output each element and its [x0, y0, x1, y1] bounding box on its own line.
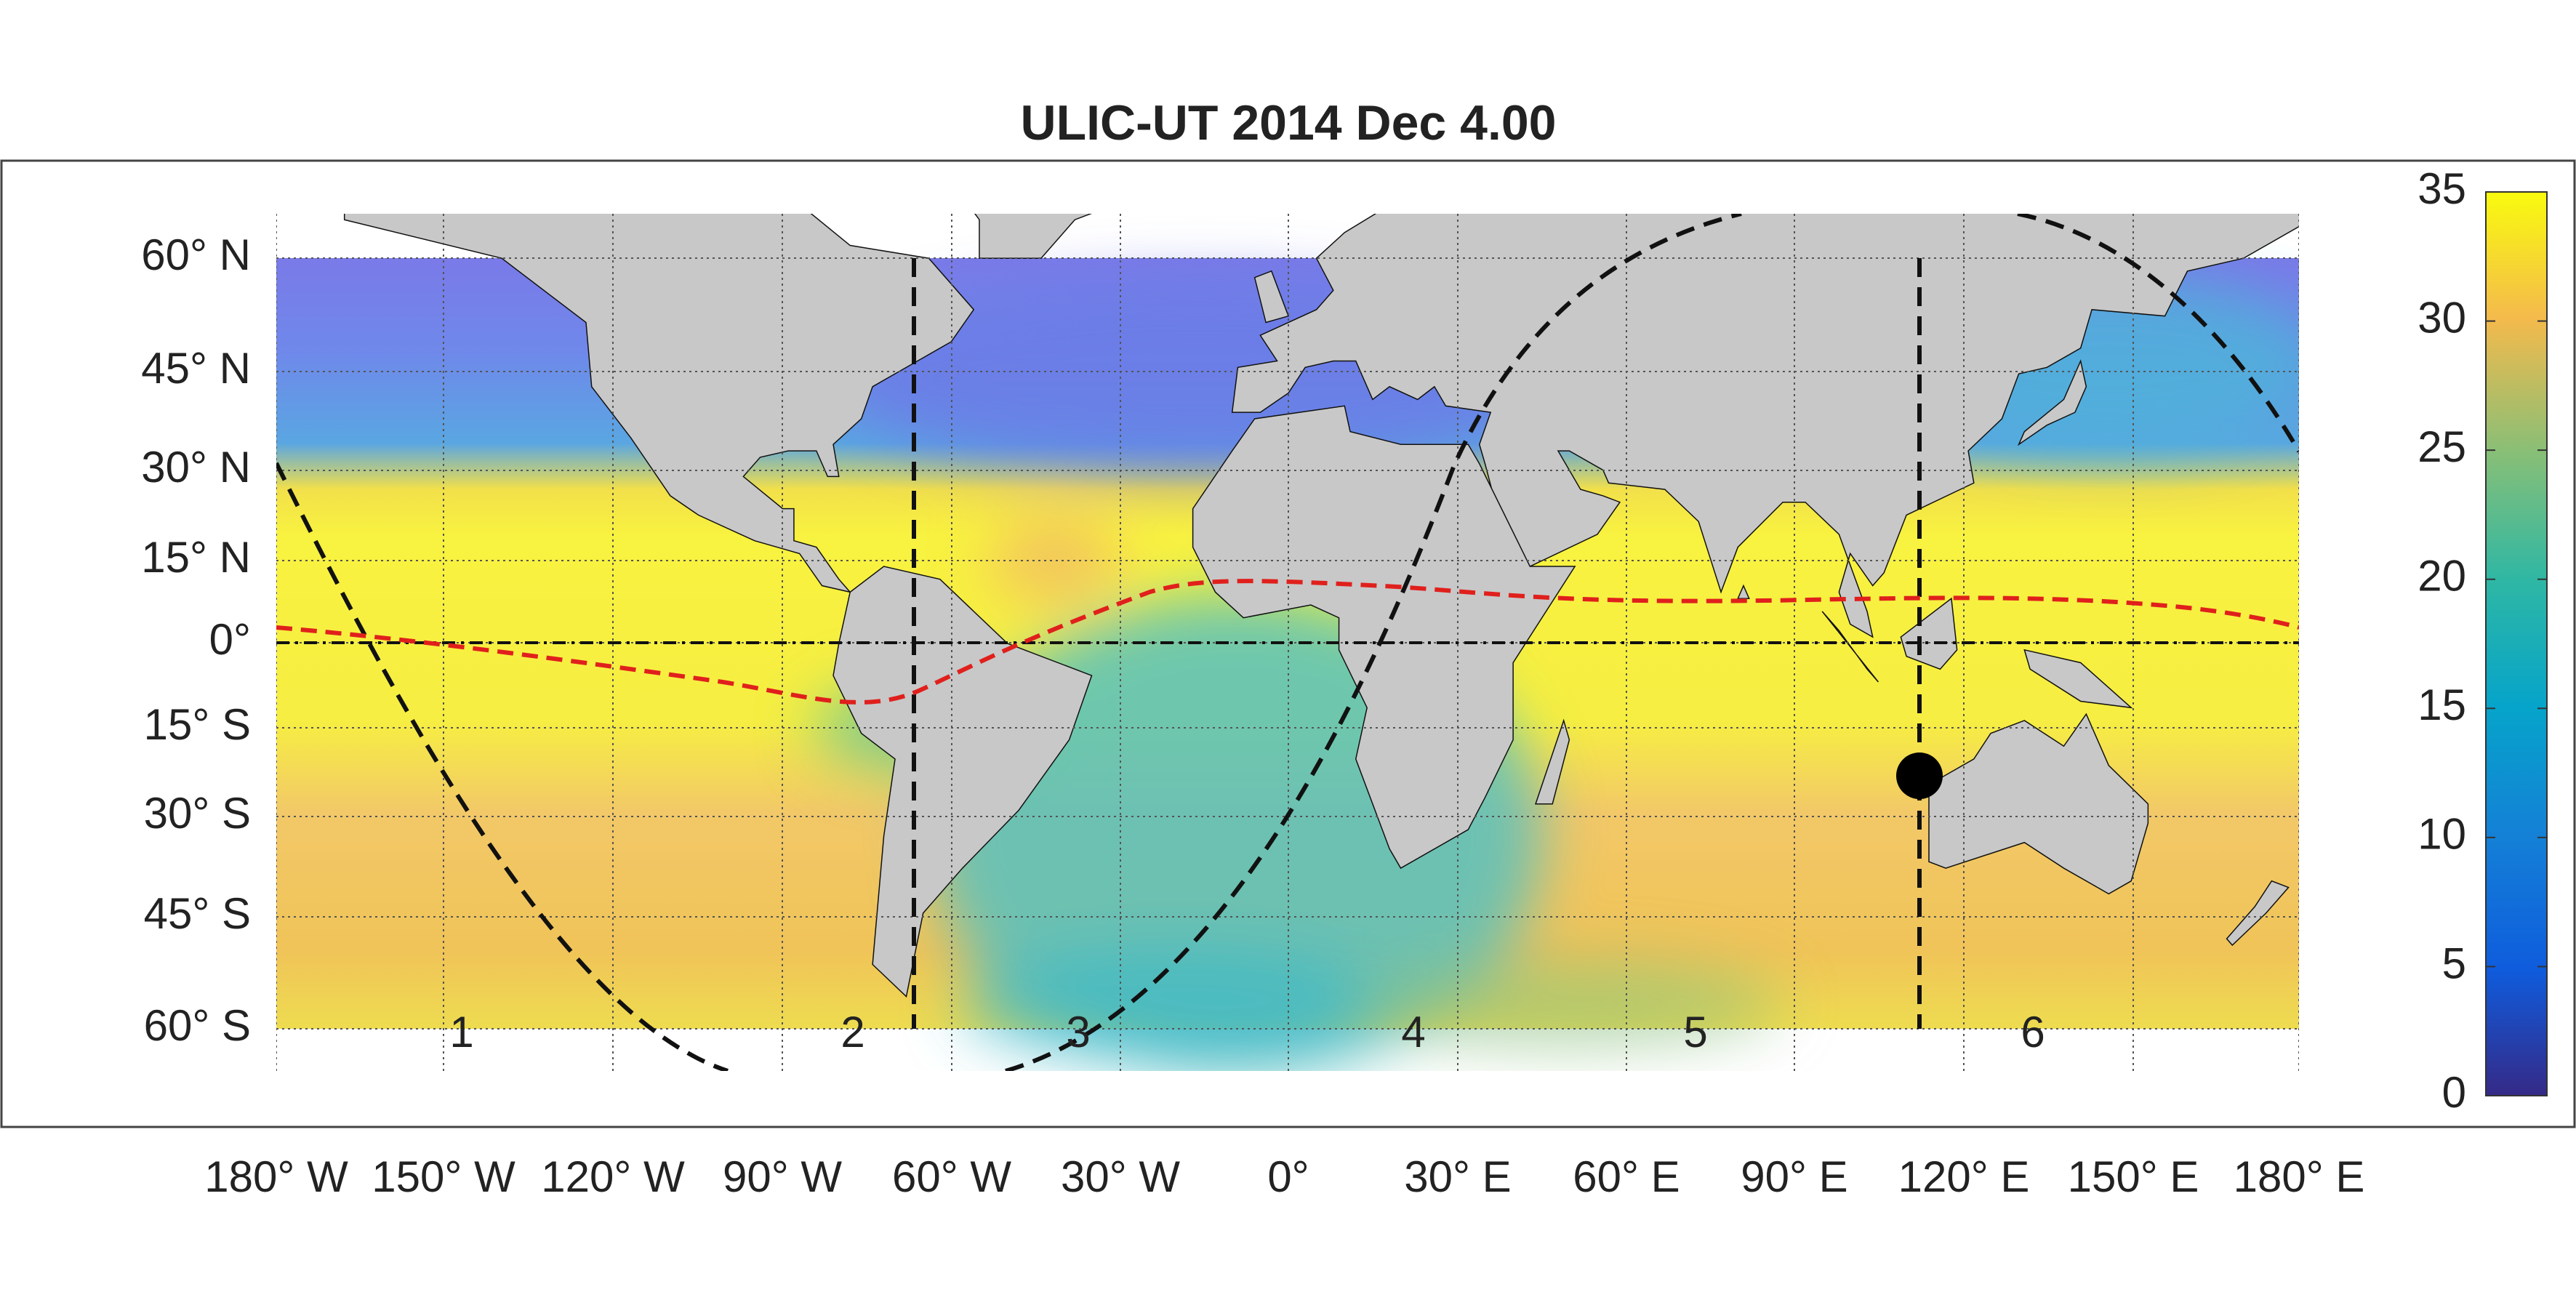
lat-tick-label: 30° S	[144, 789, 251, 838]
lon-tick-label: 0°	[1267, 1152, 1309, 1201]
colorbar-tick-label: 20	[2417, 552, 2466, 601]
lat-tick-label: 60° S	[144, 1001, 251, 1050]
lon-tick-label: 120° E	[1898, 1152, 2030, 1201]
lon-tick-label: 30° W	[1061, 1152, 1180, 1201]
terminator-line	[2017, 214, 2299, 453]
colorbar-tick-label: 5	[2442, 939, 2466, 987]
lon-tick-label: 30° E	[1404, 1152, 1511, 1201]
lat-tick-label: 30° N	[141, 443, 251, 491]
terminator-line	[276, 462, 729, 1071]
frame	[0, 159, 2576, 1128]
colorbar-tick-label: 35	[2417, 164, 2466, 213]
region-label: 6	[2021, 1008, 2045, 1056]
lon-tick-label: 90° E	[1741, 1152, 1847, 1201]
lat-tick-label: 15° S	[144, 700, 251, 749]
lon-tick-label: 120° W	[541, 1152, 685, 1201]
region-label: 5	[1683, 1008, 1707, 1056]
region-label: 1	[449, 1008, 473, 1056]
location-marker	[1896, 753, 1943, 799]
terminator-line	[1005, 214, 1742, 1071]
lat-tick-label: 45° N	[141, 344, 251, 393]
lon-tick-label: 150° E	[2068, 1152, 2199, 1201]
lat-tick-label: 60° N	[141, 230, 251, 279]
lon-tick-label: 180° W	[204, 1152, 348, 1201]
lat-tick-label: 15° N	[141, 533, 251, 582]
colorbar-tick-label: 30	[2417, 293, 2466, 342]
region-label: 3	[1066, 1008, 1090, 1056]
lon-tick-label: 90° W	[723, 1152, 842, 1201]
continents	[345, 214, 2299, 996]
lat-tick-label: 0°	[209, 615, 251, 664]
colorbar	[2485, 191, 2548, 1096]
lat-tick-label: 45° S	[144, 889, 251, 938]
colorbar-tick-label: 0	[2442, 1068, 2466, 1117]
lon-tick-label: 180° E	[2234, 1152, 2365, 1201]
lon-tick-label: 60° W	[892, 1152, 1011, 1201]
colorbar-tick-label: 15	[2417, 681, 2466, 729]
lon-tick-label: 60° E	[1573, 1152, 1680, 1201]
map-title: ULIC-UT 2014 Dec 4.00	[1021, 95, 1557, 151]
colorbar-tick-label: 25	[2417, 422, 2466, 471]
map-area	[276, 214, 2299, 1071]
lon-tick-label: 150° W	[372, 1152, 515, 1201]
colorbar-tick-label: 10	[2417, 810, 2466, 859]
region-label: 2	[840, 1008, 864, 1056]
region-label: 4	[1401, 1008, 1425, 1056]
